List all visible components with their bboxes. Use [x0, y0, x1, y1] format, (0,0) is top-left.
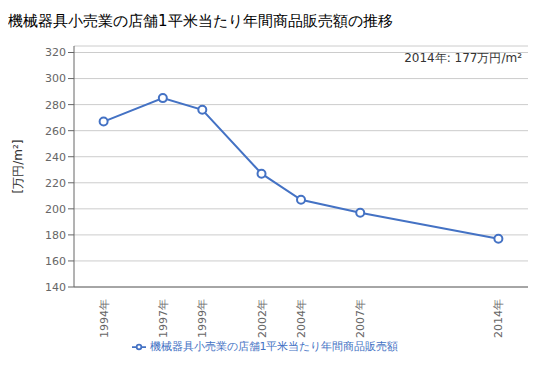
svg-text:320: 320	[45, 46, 66, 59]
html-text:機械器具小売業の店舗1平米当たり年間商品販売額: 機械器具小売業の店舗1平米当たり年間商品販売額	[149, 340, 399, 353]
svg-text:220: 220	[45, 177, 66, 190]
svg-text:1994年: 1994年	[98, 299, 111, 338]
svg-text:160: 160	[45, 255, 66, 268]
svg-text:1999年: 1999年	[196, 299, 209, 338]
html-text:2014年: 177万円/m²: 2014年: 177万円/m²	[404, 51, 522, 65]
svg-text:[万円/m²]: [万円/m²]	[11, 140, 25, 194]
svg-text:2014年: 2014年	[492, 299, 505, 338]
svg-text:240: 240	[45, 151, 66, 164]
svg-text:260: 260	[45, 125, 66, 138]
svg-text:280: 280	[45, 99, 66, 112]
svg-text:200: 200	[45, 203, 66, 216]
svg-text:1997年: 1997年	[157, 299, 170, 338]
svg-text:2002年: 2002年	[256, 299, 269, 338]
svg-text:2004年: 2004年	[295, 299, 308, 338]
html-text:機械器具小売業の店舗1平米当たり年間商品販売額の推移: 機械器具小売業の店舗1平米当たり年間商品販売額の推移	[8, 12, 393, 30]
svg-text:300: 300	[45, 72, 66, 85]
svg-text:140: 140	[45, 281, 66, 294]
svg-text:180: 180	[45, 229, 66, 242]
svg-text:2007年: 2007年	[354, 299, 367, 338]
